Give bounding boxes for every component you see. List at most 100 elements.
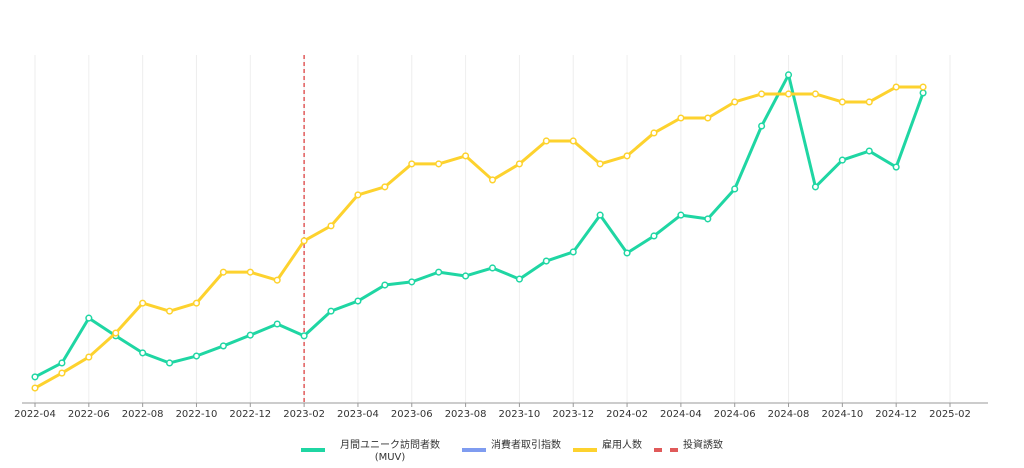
x-tick-label: 2022-08	[122, 409, 164, 420]
x-tick-label: 2022-10	[176, 409, 218, 420]
legend-label: 消費者取引指数	[491, 440, 561, 451]
point	[811, 183, 819, 191]
point	[542, 257, 550, 265]
point	[166, 359, 174, 367]
point	[758, 122, 766, 130]
point	[892, 163, 900, 171]
point	[569, 248, 577, 256]
point	[623, 152, 631, 160]
point	[784, 71, 793, 79]
point	[650, 232, 658, 240]
point	[85, 314, 93, 322]
x-tick-label: 2024-10	[821, 409, 863, 420]
point	[300, 332, 308, 340]
x-tick-label: 2024-04	[660, 409, 702, 420]
x-tick-label: 2024-12	[875, 409, 917, 420]
legend-item[interactable]: 月間ユニーク訪問者数 (MUV)	[301, 440, 450, 464]
point	[569, 137, 577, 145]
point	[704, 215, 712, 223]
series-line	[34, 85, 924, 390]
point	[408, 278, 416, 286]
x-tick-label: 2023-10	[499, 409, 541, 420]
series-line	[34, 73, 925, 379]
legend-item[interactable]: 消費者取引指数	[462, 440, 561, 464]
point	[865, 98, 873, 106]
point	[246, 268, 254, 276]
point	[596, 160, 604, 168]
point	[542, 137, 550, 145]
x-tick-label: 2025-02	[929, 409, 971, 420]
point	[623, 249, 631, 257]
x-tick-label: 2024-08	[768, 409, 810, 420]
point	[919, 83, 927, 91]
point	[435, 160, 443, 168]
point	[435, 268, 443, 276]
x-tick-label: 2024-02	[606, 409, 648, 420]
point	[139, 349, 147, 357]
legend-label: 月間ユニーク訪問者数 (MUV)	[340, 440, 440, 463]
x-tick-label: 2023-04	[337, 409, 379, 420]
legend: 月間ユニーク訪問者数 (MUV) 消費者取引指数 雇用人数 投資誘致	[0, 440, 1024, 464]
legend-swatch	[462, 448, 486, 452]
point	[919, 89, 927, 97]
point	[784, 90, 793, 98]
point	[462, 272, 470, 280]
point	[381, 183, 389, 191]
point	[246, 331, 254, 339]
point	[865, 147, 873, 155]
x-tick-label: 2024-06	[714, 409, 756, 420]
point	[596, 211, 604, 219]
point	[892, 83, 900, 91]
legend-label: 投資誘致	[683, 440, 723, 451]
x-tick-label: 2023-02	[283, 409, 325, 420]
point	[381, 281, 389, 289]
point	[811, 90, 819, 98]
point	[515, 275, 523, 283]
point	[85, 353, 93, 361]
x-tick-label: 2023-12	[552, 409, 594, 420]
legend-swatch	[573, 448, 597, 452]
x-tick-label: 2022-04	[14, 409, 56, 420]
point	[300, 237, 308, 245]
point	[731, 98, 739, 106]
point	[112, 329, 120, 337]
point	[31, 384, 39, 392]
legend-item[interactable]: 雇用人数	[573, 440, 642, 464]
point	[354, 191, 362, 199]
point	[838, 156, 846, 164]
point	[677, 211, 685, 219]
point	[219, 268, 227, 276]
point	[273, 276, 281, 284]
point	[758, 90, 766, 98]
point	[838, 98, 846, 106]
chart: 2022-04 2022-06 2022-08 2022-10 2022-12 2023-…	[14, 55, 988, 420]
point	[192, 352, 201, 360]
point	[731, 185, 739, 193]
point	[219, 342, 227, 350]
point	[327, 222, 335, 230]
point	[650, 129, 658, 137]
point	[192, 299, 201, 307]
point	[515, 160, 523, 168]
point	[462, 152, 470, 160]
x-tick-label: 2022-06	[68, 409, 110, 420]
x-tick-label: 2022-12	[229, 409, 271, 420]
point	[354, 297, 362, 305]
legend-swatch	[301, 448, 325, 452]
point	[488, 264, 497, 272]
point	[139, 299, 147, 307]
point	[31, 373, 39, 381]
legend-item[interactable]: 投資誘致	[654, 440, 723, 464]
point	[704, 114, 712, 122]
point	[408, 160, 416, 168]
x-tick-label: 2023-06	[391, 409, 433, 420]
x-tick-label: 2023-08	[445, 409, 487, 420]
point	[327, 307, 335, 315]
point	[273, 320, 281, 328]
point	[677, 114, 685, 122]
point	[488, 176, 497, 184]
point	[58, 359, 66, 367]
legend-label: 雇用人数	[602, 440, 642, 451]
legend-swatch	[654, 448, 678, 452]
